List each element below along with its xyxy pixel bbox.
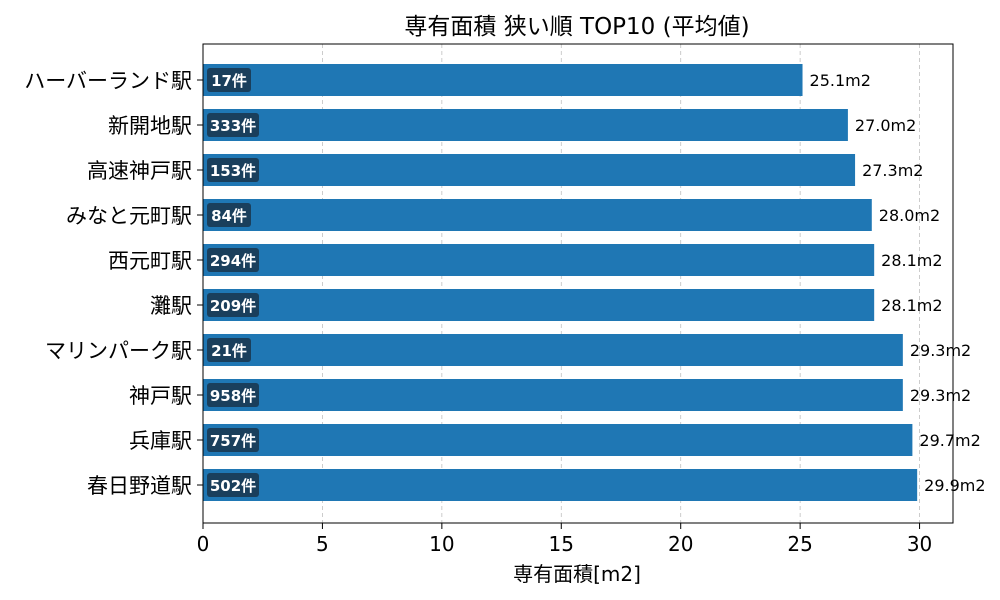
value-label: 29.3m2 — [910, 341, 971, 360]
y-tick-label: 兵庫駅 — [129, 429, 192, 453]
axes: 0 5 10 15 20 25 30 ハーバーランド駅新開地駅高速神戸駅みなと元町駅西元町駅灘… — [24, 69, 932, 556]
count-label: 333件 — [210, 117, 256, 135]
y-tick-label: 高速神戸駅 — [87, 159, 192, 183]
bar — [203, 109, 848, 141]
bar — [203, 424, 913, 456]
plot-frame — [202, 43, 954, 524]
y-tick-label: 灘駅 — [150, 294, 192, 318]
y-tick-label: 西元町駅 — [108, 249, 192, 273]
x-axis-label: 専有面積[m2] — [513, 562, 641, 586]
bar — [203, 334, 903, 366]
y-tick-label: みなと元町駅 — [66, 204, 192, 228]
count-label: 21件 — [211, 342, 247, 360]
value-label: 27.0m2 — [855, 116, 916, 135]
y-tick-label: マリンパーク駅 — [45, 339, 192, 363]
count-badge — [207, 203, 251, 227]
count-badge — [207, 113, 259, 137]
count-label: 757件 — [210, 432, 256, 450]
x-tick-label: 10 — [429, 532, 454, 556]
value-label: 27.3m2 — [862, 161, 923, 180]
value-label: 28.1m2 — [881, 296, 942, 315]
count-badge — [207, 293, 259, 317]
count-badge — [207, 383, 259, 407]
count-label: 84件 — [211, 207, 247, 225]
count-badge — [207, 158, 259, 182]
value-label: 29.3m2 — [910, 386, 971, 405]
count-label: 958件 — [210, 387, 256, 405]
x-tick-label: 20 — [668, 532, 693, 556]
count-badge — [207, 68, 251, 92]
bar — [203, 64, 803, 96]
x-tick-label: 30 — [907, 532, 932, 556]
count-badge — [207, 473, 259, 497]
count-badge — [207, 428, 259, 452]
value-label: 28.1m2 — [881, 251, 942, 270]
count-label: 153件 — [210, 162, 256, 180]
bar — [203, 199, 872, 231]
bar — [203, 244, 875, 276]
bar — [203, 469, 918, 501]
y-tick-label: ハーバーランド駅 — [24, 69, 192, 93]
count-label: 17件 — [211, 72, 247, 90]
count-badge — [207, 248, 259, 272]
value-label: 25.1m2 — [810, 71, 871, 90]
y-tick-label: 新開地駅 — [108, 114, 192, 138]
x-tick-label: 5 — [316, 532, 329, 556]
count-label: 294件 — [210, 252, 256, 270]
x-tick-label: 15 — [549, 532, 574, 556]
count-label: 209件 — [210, 297, 256, 315]
bars: 17件 25.1m2 333件 27.0m2 153件 27.3m2 84件 28.0m2 29… — [203, 64, 986, 501]
chart-title: 専有面積 狭い順 TOP10 (平均値) — [404, 14, 749, 40]
x-tick-label: 25 — [787, 532, 812, 556]
y-tick-label: 神戸駅 — [129, 384, 192, 408]
count-badge — [207, 338, 251, 362]
value-label: 29.9m2 — [924, 476, 985, 495]
bar — [203, 154, 856, 186]
bar — [203, 379, 903, 411]
x-tick-label: 0 — [197, 532, 210, 556]
value-label: 29.7m2 — [919, 431, 980, 450]
bar — [203, 289, 875, 321]
value-label: 28.0m2 — [879, 206, 940, 225]
count-label: 502件 — [210, 477, 256, 495]
y-tick-label: 春日野道駅 — [87, 474, 192, 498]
